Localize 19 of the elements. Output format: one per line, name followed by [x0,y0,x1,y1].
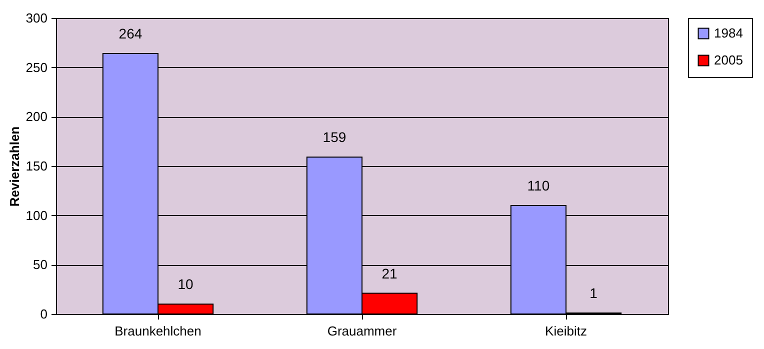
y-tick-label: 0 [40,306,48,322]
legend-label: 2005 [714,52,743,68]
y-tick-label: 250 [26,60,48,75]
x-tick-label: Braunkehlchen [114,324,202,338]
y-tick-label: 50 [33,257,48,272]
y-tick-label: 100 [26,208,48,223]
data-label: 110 [527,177,550,194]
y-tick-label: 300 [26,10,48,26]
y-tick-label: 200 [26,109,48,124]
x-tick-label: Kieibitz [545,324,587,338]
data-label: 10 [178,276,194,292]
legend-label: 1984 [714,26,743,40]
y-axis-title: Revierzahlen [6,126,22,207]
y-tick-label: 150 [26,158,48,174]
data-label: 1 [590,285,598,302]
data-label: 159 [322,129,346,146]
data-label: 21 [382,265,398,282]
x-tick-label: Grauammer [327,324,398,338]
data-label: 264 [118,26,142,42]
